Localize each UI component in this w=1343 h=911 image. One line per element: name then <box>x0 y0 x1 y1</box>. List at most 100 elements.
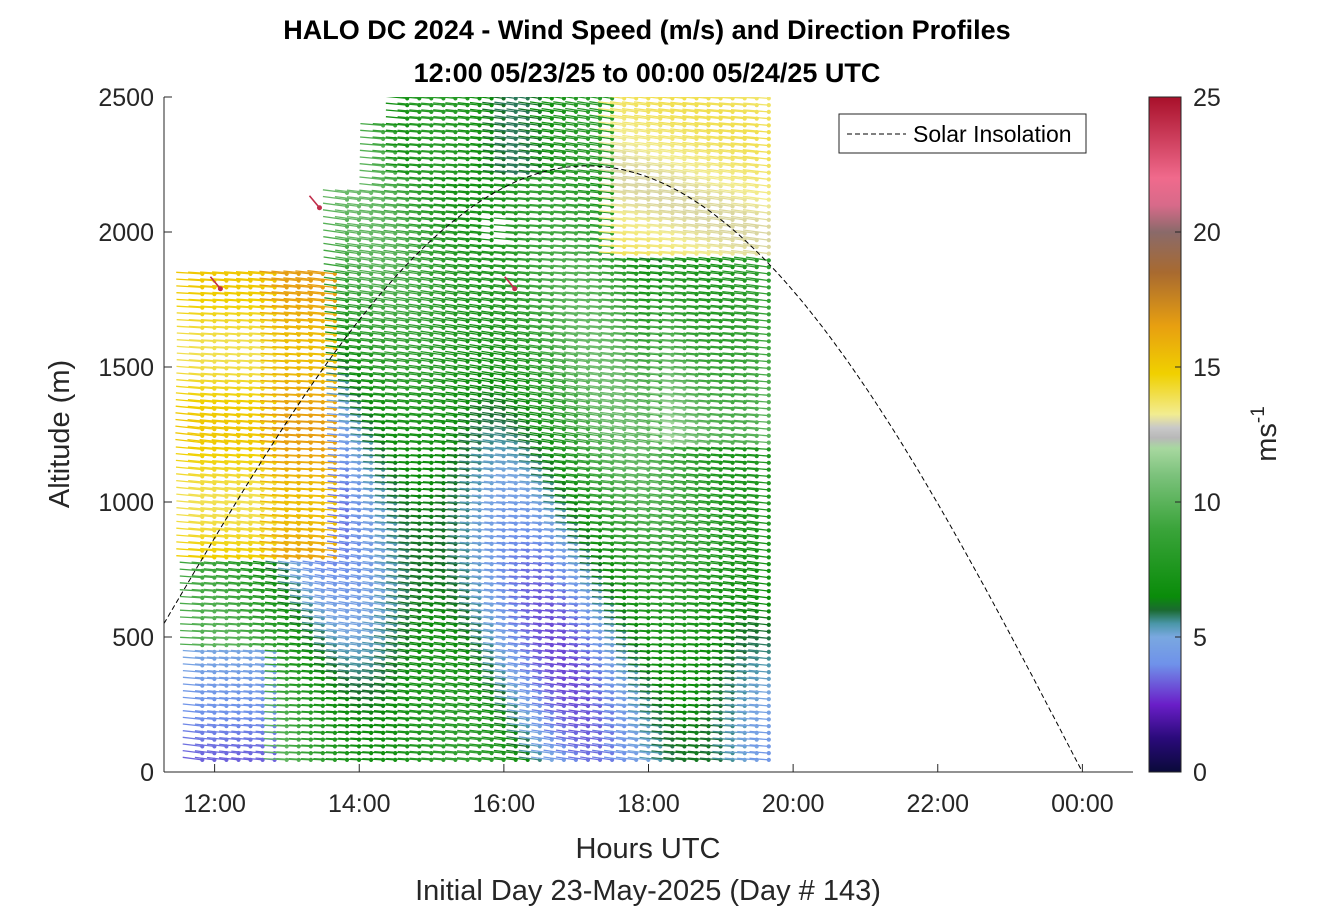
wind-vector <box>212 506 239 511</box>
wind-vector <box>206 663 227 667</box>
wind-vector <box>302 608 323 613</box>
wind-vector <box>175 398 203 403</box>
wind-vector <box>248 433 275 437</box>
wind-vector <box>277 615 299 619</box>
wind-vector <box>176 541 203 545</box>
wind-vector <box>296 331 323 336</box>
wind-vector <box>219 683 239 687</box>
wind-vector <box>259 480 287 484</box>
wind-vector <box>277 567 299 572</box>
wind-vector <box>224 547 251 552</box>
wind-vector <box>227 595 251 599</box>
wind-vector <box>215 636 239 640</box>
wind-vector <box>259 520 287 525</box>
wind-vector <box>188 548 215 552</box>
wind-vector <box>175 446 203 451</box>
wind-vector <box>212 486 239 491</box>
wind-vector <box>242 649 263 653</box>
wind-vector <box>295 527 323 532</box>
wind-vector <box>301 614 323 619</box>
wind-vector <box>313 731 335 734</box>
wind-vector <box>271 527 299 532</box>
wind-vector <box>188 359 215 363</box>
wind-vector <box>224 453 251 457</box>
wind-vector <box>248 318 275 322</box>
wind-vector <box>219 743 239 748</box>
wind-vector <box>225 345 251 349</box>
wind-vector <box>301 731 323 734</box>
wind-vector <box>295 520 323 525</box>
wind-vector <box>259 513 287 518</box>
wind-vector <box>218 656 239 660</box>
wind-vector <box>176 312 203 315</box>
wind-vector <box>206 756 227 761</box>
wind-vector <box>230 656 251 660</box>
wind-vector <box>289 587 311 592</box>
wind-vector <box>215 609 239 613</box>
wind-vector <box>264 683 287 687</box>
wind-vector <box>301 690 323 694</box>
wind-vector <box>264 656 287 660</box>
wind-vector <box>224 372 251 376</box>
wind-vector <box>264 670 287 673</box>
wind-vector <box>212 284 239 289</box>
wind-vector <box>252 588 275 592</box>
wind-vector <box>259 298 287 302</box>
wind-vector <box>212 379 239 383</box>
wind-vector <box>236 533 263 538</box>
wind-vector <box>194 649 215 653</box>
wind-vector <box>223 271 251 275</box>
wind-vector <box>272 352 299 356</box>
wind-vector <box>235 439 263 444</box>
wind-vector <box>203 636 227 640</box>
wind-vector <box>248 493 275 498</box>
wind-vector <box>313 690 335 694</box>
wind-vector <box>236 527 263 532</box>
wind-vector <box>182 703 203 707</box>
wind-vector <box>249 339 275 342</box>
wind-vector <box>203 595 227 599</box>
wind-vector <box>203 609 227 613</box>
wind-vector <box>276 697 299 700</box>
wind-vector <box>211 432 239 437</box>
wind-vector <box>211 439 239 444</box>
wind-vector <box>212 446 239 451</box>
wind-vector <box>227 609 251 613</box>
wind-vector <box>188 365 215 370</box>
wind-vector <box>212 527 239 532</box>
wind-vector <box>243 683 263 687</box>
wind-vector <box>212 500 239 504</box>
wind-vector <box>224 506 251 511</box>
wind-vector <box>243 697 263 700</box>
wind-vector <box>302 567 323 572</box>
wind-vector <box>200 298 227 302</box>
wind-vector <box>283 277 311 282</box>
wind-vector <box>212 534 239 538</box>
wind-vector <box>276 704 299 707</box>
wind-vector <box>247 277 275 282</box>
wind-vector <box>271 433 299 437</box>
wind-vector <box>224 325 251 329</box>
wind-vector <box>200 554 227 559</box>
wind-vector <box>218 663 239 667</box>
wind-vector <box>277 642 299 646</box>
wind-vector <box>271 318 299 322</box>
wind-vector <box>277 601 299 606</box>
wind-vector-head <box>489 231 494 236</box>
wind-vector <box>252 567 275 572</box>
wind-vector <box>223 439 251 444</box>
wind-vector <box>248 554 275 559</box>
wind-vector <box>200 392 227 396</box>
wind-vector <box>283 290 311 295</box>
wind-vector <box>307 547 335 552</box>
wind-vector <box>207 683 227 687</box>
wind-vector <box>212 372 239 376</box>
wind-vector <box>200 534 227 538</box>
wind-vector <box>203 568 227 572</box>
wind-vector <box>289 683 311 687</box>
wind-vector <box>231 690 251 694</box>
wind-vector <box>187 425 215 430</box>
wind-vector <box>302 560 323 565</box>
wind-vector <box>188 493 215 498</box>
wind-vector <box>213 332 239 336</box>
